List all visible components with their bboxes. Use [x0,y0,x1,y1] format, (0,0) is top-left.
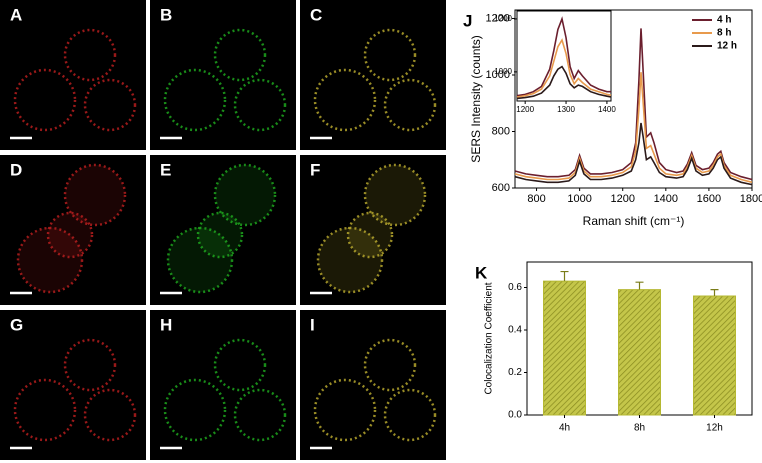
panel-label: C [310,5,322,24]
x-tick-label: 1200 [610,193,634,205]
y-tick-label: 600 [492,182,510,194]
spectrum-line [516,38,612,98]
y-tick-label: 0.6 [508,282,522,293]
panel-label: E [160,160,171,179]
spectrum-line [514,122,753,186]
legend-label: 4 h [717,15,731,26]
cell-signal [83,388,137,442]
x-tick-label: 4h [559,423,570,434]
cell-signal [213,28,267,82]
cell-signal [363,163,427,227]
cell-signal [213,163,277,227]
cell-signal [233,78,287,132]
legend-label: 8 h [717,28,731,39]
spectrum-line [514,72,753,184]
panel-label: D [10,160,22,179]
y-tick-label: 0.4 [508,325,522,336]
x-tick-label: 1400 [598,105,616,114]
cell-signal [363,28,417,82]
error-bar [635,281,644,290]
panel-label: B [160,5,172,24]
plot-frame [514,9,753,189]
cell-signal [363,338,417,392]
cell-signal [63,163,127,227]
cell-signal [63,28,117,82]
panel-label: G [10,315,23,334]
image-grid: A B C D E F G H I [0,0,446,460]
panel-label: J [463,11,472,30]
spectrum-line [516,65,612,100]
y-tick-label: 0.0 [508,410,522,421]
error-bar [710,289,719,296]
cell-signal [313,68,377,132]
cell-signal [383,78,437,132]
micrograph [150,155,296,305]
y-axis-label: Colocalization Coefficient [484,282,495,394]
cell-signal [83,78,137,132]
x-tick-label: 1300 [557,105,575,114]
legend-label: 12 h [717,41,737,52]
panel-label: F [310,160,320,179]
x-tick-label: 1000 [567,193,591,205]
cell-signal [313,378,377,442]
y-tick-label: 1000 [494,67,512,76]
cell-signal [13,68,77,132]
x-tick-label: 800 [527,193,545,205]
cell-signal [163,68,227,132]
spectrum-line [516,16,611,97]
error-bar [560,270,569,282]
x-axis-label: Raman shift (cm⁻¹) [583,214,685,228]
x-tick-label: 1600 [697,193,721,205]
bar [543,280,586,416]
y-tick-label: 1200 [494,14,512,23]
micrograph [0,155,146,305]
micrograph [300,155,446,305]
panel-label: I [310,315,315,334]
panel-label: H [160,315,172,334]
cell-signal [196,211,244,259]
x-tick-label: 12h [706,423,723,434]
charts: 600 800 1000 1200 800 1000 1200 1400 1600 1800 Ram… [463,9,762,434]
cell-signal [346,211,394,259]
x-tick-label: 1200 [516,105,534,114]
bar [618,289,661,416]
y-axis-label: SERS Intensity (counts) [469,35,483,162]
cell-signal [63,338,117,392]
y-tick-label: 1000 [486,69,510,81]
panel-label: K [475,263,488,282]
cell-signal [13,378,77,442]
cell-signal [383,388,437,442]
y-tick-label: 1200 [486,12,510,24]
x-tick-label: 1800 [740,193,762,205]
x-tick-label: 8h [634,423,645,434]
bar [693,295,736,416]
y-tick-label: 0.2 [508,367,522,378]
cell-signal [46,211,94,259]
cell-signal [163,378,227,442]
x-tick-label: 1400 [654,193,678,205]
cell-signal [213,338,267,392]
y-tick-label: 800 [492,125,510,137]
cell-signal [233,388,287,442]
panel-label: A [10,5,22,24]
